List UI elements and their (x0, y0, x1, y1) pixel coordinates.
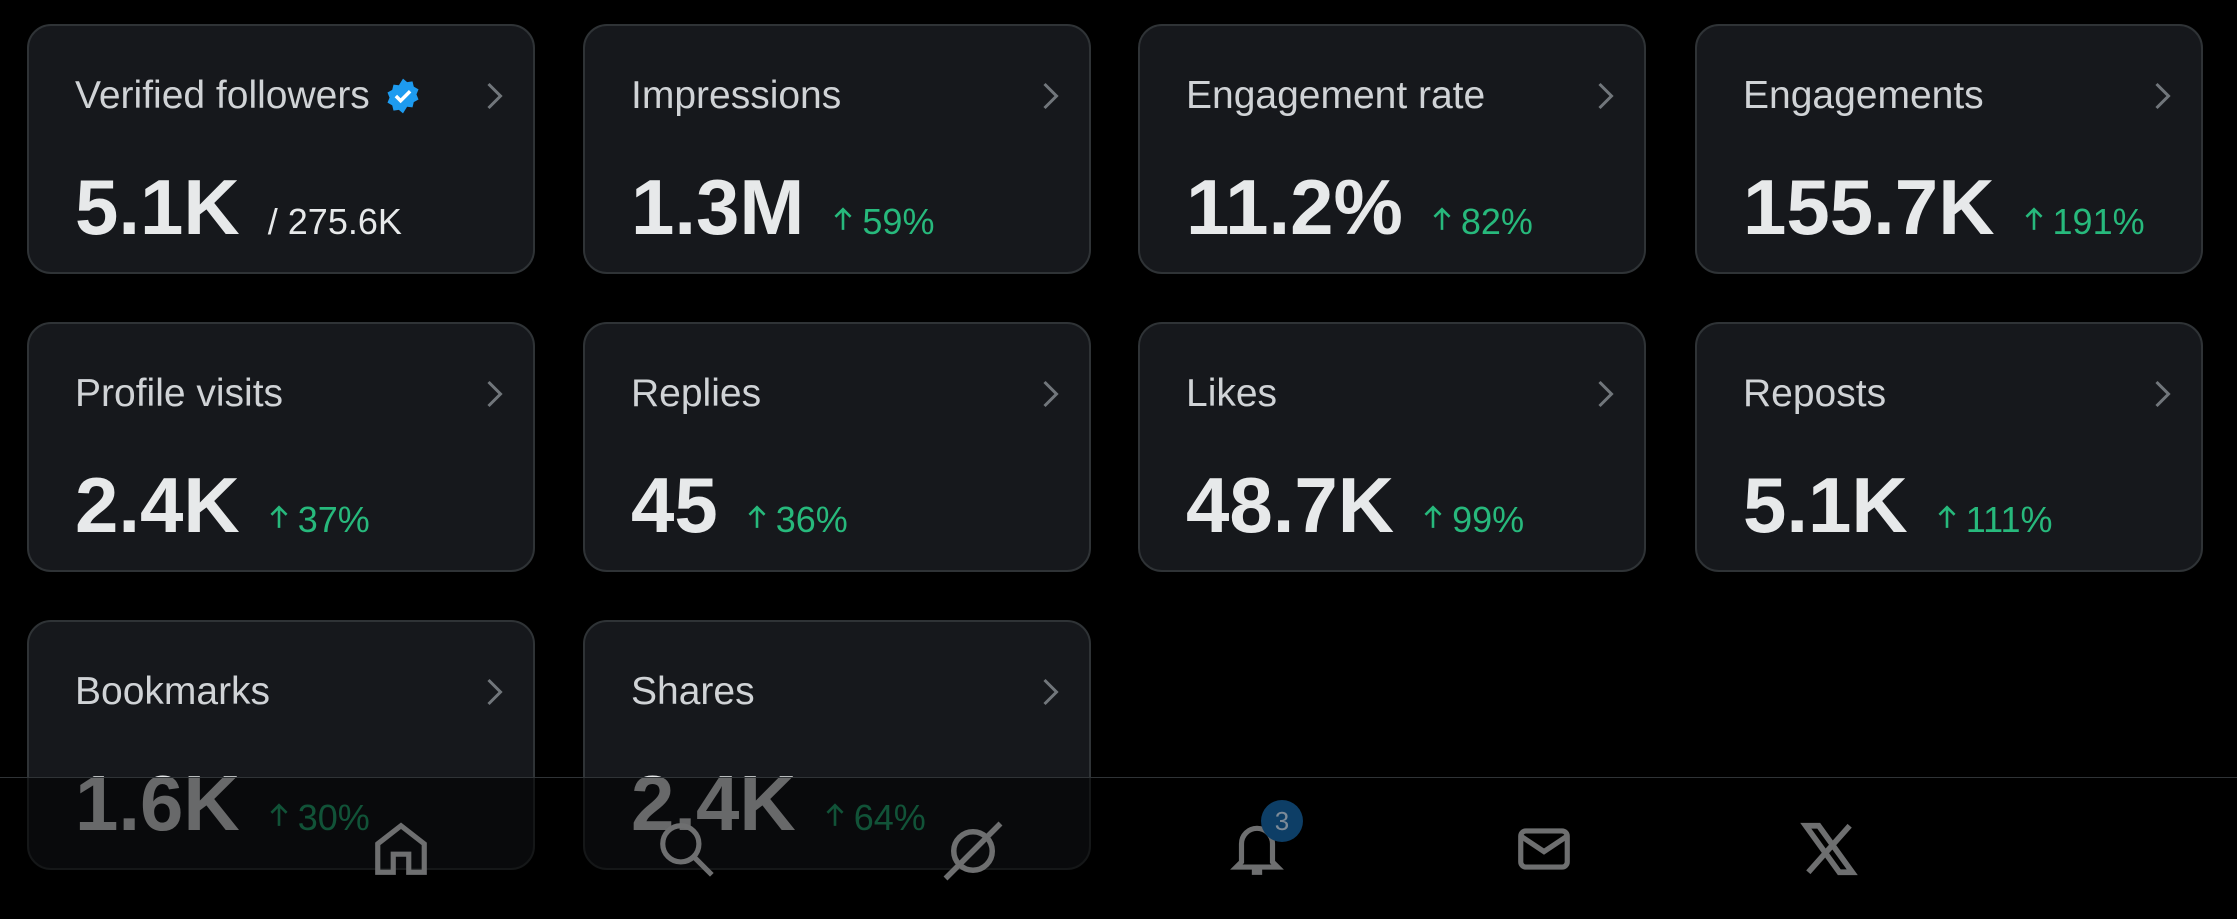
metric-label: Engagements (1743, 74, 1984, 118)
metric-change: 111% (1934, 499, 2053, 541)
chevron (487, 82, 503, 110)
chevron (2155, 82, 2171, 110)
metric-change: 82% (1429, 201, 1533, 243)
change-text: 59% (862, 201, 935, 242)
metric-card[interactable]: Likes 48.7K 99% (1138, 322, 1646, 572)
up-arrow (270, 505, 288, 528)
label-text: Engagements (1743, 74, 1984, 117)
label-text: Shares (631, 670, 755, 713)
metric-value: 2.4K (75, 461, 240, 549)
metric-row: 11.2% 82% (1186, 162, 1533, 253)
label-text: Bookmarks (75, 670, 271, 713)
change-text: 99% (1452, 499, 1525, 540)
chevron (1043, 678, 1059, 706)
change-text: 82% (1460, 201, 1533, 242)
metric-change: 36% (744, 499, 848, 541)
chevron (487, 380, 503, 408)
metric-value: 5.1K (1743, 461, 1908, 549)
metric-card[interactable]: Profile visits 2.4K 37% (27, 322, 535, 572)
metric-label: Reposts (1743, 372, 1886, 416)
bottom-nav (0, 777, 2237, 919)
chevron (1598, 82, 1614, 110)
change-text: 36% (775, 499, 848, 540)
up-arrow (1424, 505, 1442, 528)
metric-card[interactable]: Impressions 1.3M 59% (583, 24, 1091, 274)
label-text: Engagement rate (1186, 74, 1486, 117)
change-text: 37% (297, 499, 370, 540)
label-text: Replies (631, 372, 762, 415)
metric-label: Likes (1186, 372, 1277, 416)
metric-label: Replies (631, 372, 761, 416)
metric-label: Profile visits (75, 372, 283, 416)
up-arrow (1938, 505, 1956, 528)
metric-label: Impressions (631, 74, 841, 118)
metric-value: 1.3M (631, 163, 805, 251)
home-icon[interactable] (370, 818, 432, 880)
metric-label: Shares (631, 670, 755, 714)
metric-value: 155.7K (1743, 163, 1995, 251)
metric-label: Bookmarks (75, 670, 270, 714)
metric-label: Engagement rate (1186, 74, 1485, 118)
metric-change: 59% (830, 201, 934, 243)
search-icon[interactable] (655, 818, 717, 880)
chevron (487, 678, 503, 706)
x-logo[interactable] (1798, 818, 1860, 880)
notification-badge: 3 (1261, 800, 1303, 842)
metric-value: 48.7K (1186, 461, 1395, 549)
grok-icon[interactable] (940, 818, 1006, 884)
label-text: Likes (1186, 372, 1278, 415)
messages-icon[interactable] (1513, 818, 1575, 880)
metric-card[interactable]: Engagements 155.7K 191% (1695, 24, 2203, 274)
up-arrow (834, 207, 852, 230)
chevron (2155, 380, 2171, 408)
verified-badge (387, 78, 419, 114)
metric-change: 37% (266, 499, 370, 541)
metric-value: 11.2% (1186, 163, 1403, 251)
label-text: Impressions (631, 74, 842, 117)
metric-card[interactable]: Replies 45 36% (583, 322, 1091, 572)
metric-label: Verified followers (75, 74, 422, 118)
metric-row: 2.4K 37% (75, 460, 370, 551)
metric-row: 48.7K 99% (1186, 460, 1524, 551)
metric-row: 5.1K 111% (1743, 460, 2053, 551)
chevron (1598, 380, 1614, 408)
chevron (1043, 82, 1059, 110)
metric-row: 45 36% (631, 460, 848, 551)
up-arrow (2025, 207, 2043, 230)
metric-change: 99% (1420, 499, 1524, 541)
metric-card[interactable]: Verified followers 5.1K / 275.6K (27, 24, 535, 274)
label-text: Profile visits (75, 372, 284, 415)
change-text: 191% (2052, 201, 2145, 242)
metric-card[interactable]: Engagement rate 11.2% 82% (1138, 24, 1646, 274)
chevron (1043, 380, 1059, 408)
metric-row: 155.7K 191% (1743, 162, 2145, 253)
metric-value: 45 (631, 461, 718, 549)
metric-row: 1.3M 59% (631, 162, 934, 253)
metric-row: 5.1K / 275.6K (75, 162, 402, 253)
up-arrow (748, 505, 766, 528)
metric-change: 191% (2021, 201, 2145, 243)
metric-value: 5.1K (75, 163, 240, 251)
label-text: Reposts (1743, 372, 1887, 415)
up-arrow (1433, 207, 1451, 230)
metric-card[interactable]: Reposts 5.1K 111% (1695, 322, 2203, 572)
metric-total: / 275.6K (267, 201, 402, 242)
label-text: Verified followers (75, 74, 370, 117)
change-text: 111% (1965, 499, 2053, 540)
